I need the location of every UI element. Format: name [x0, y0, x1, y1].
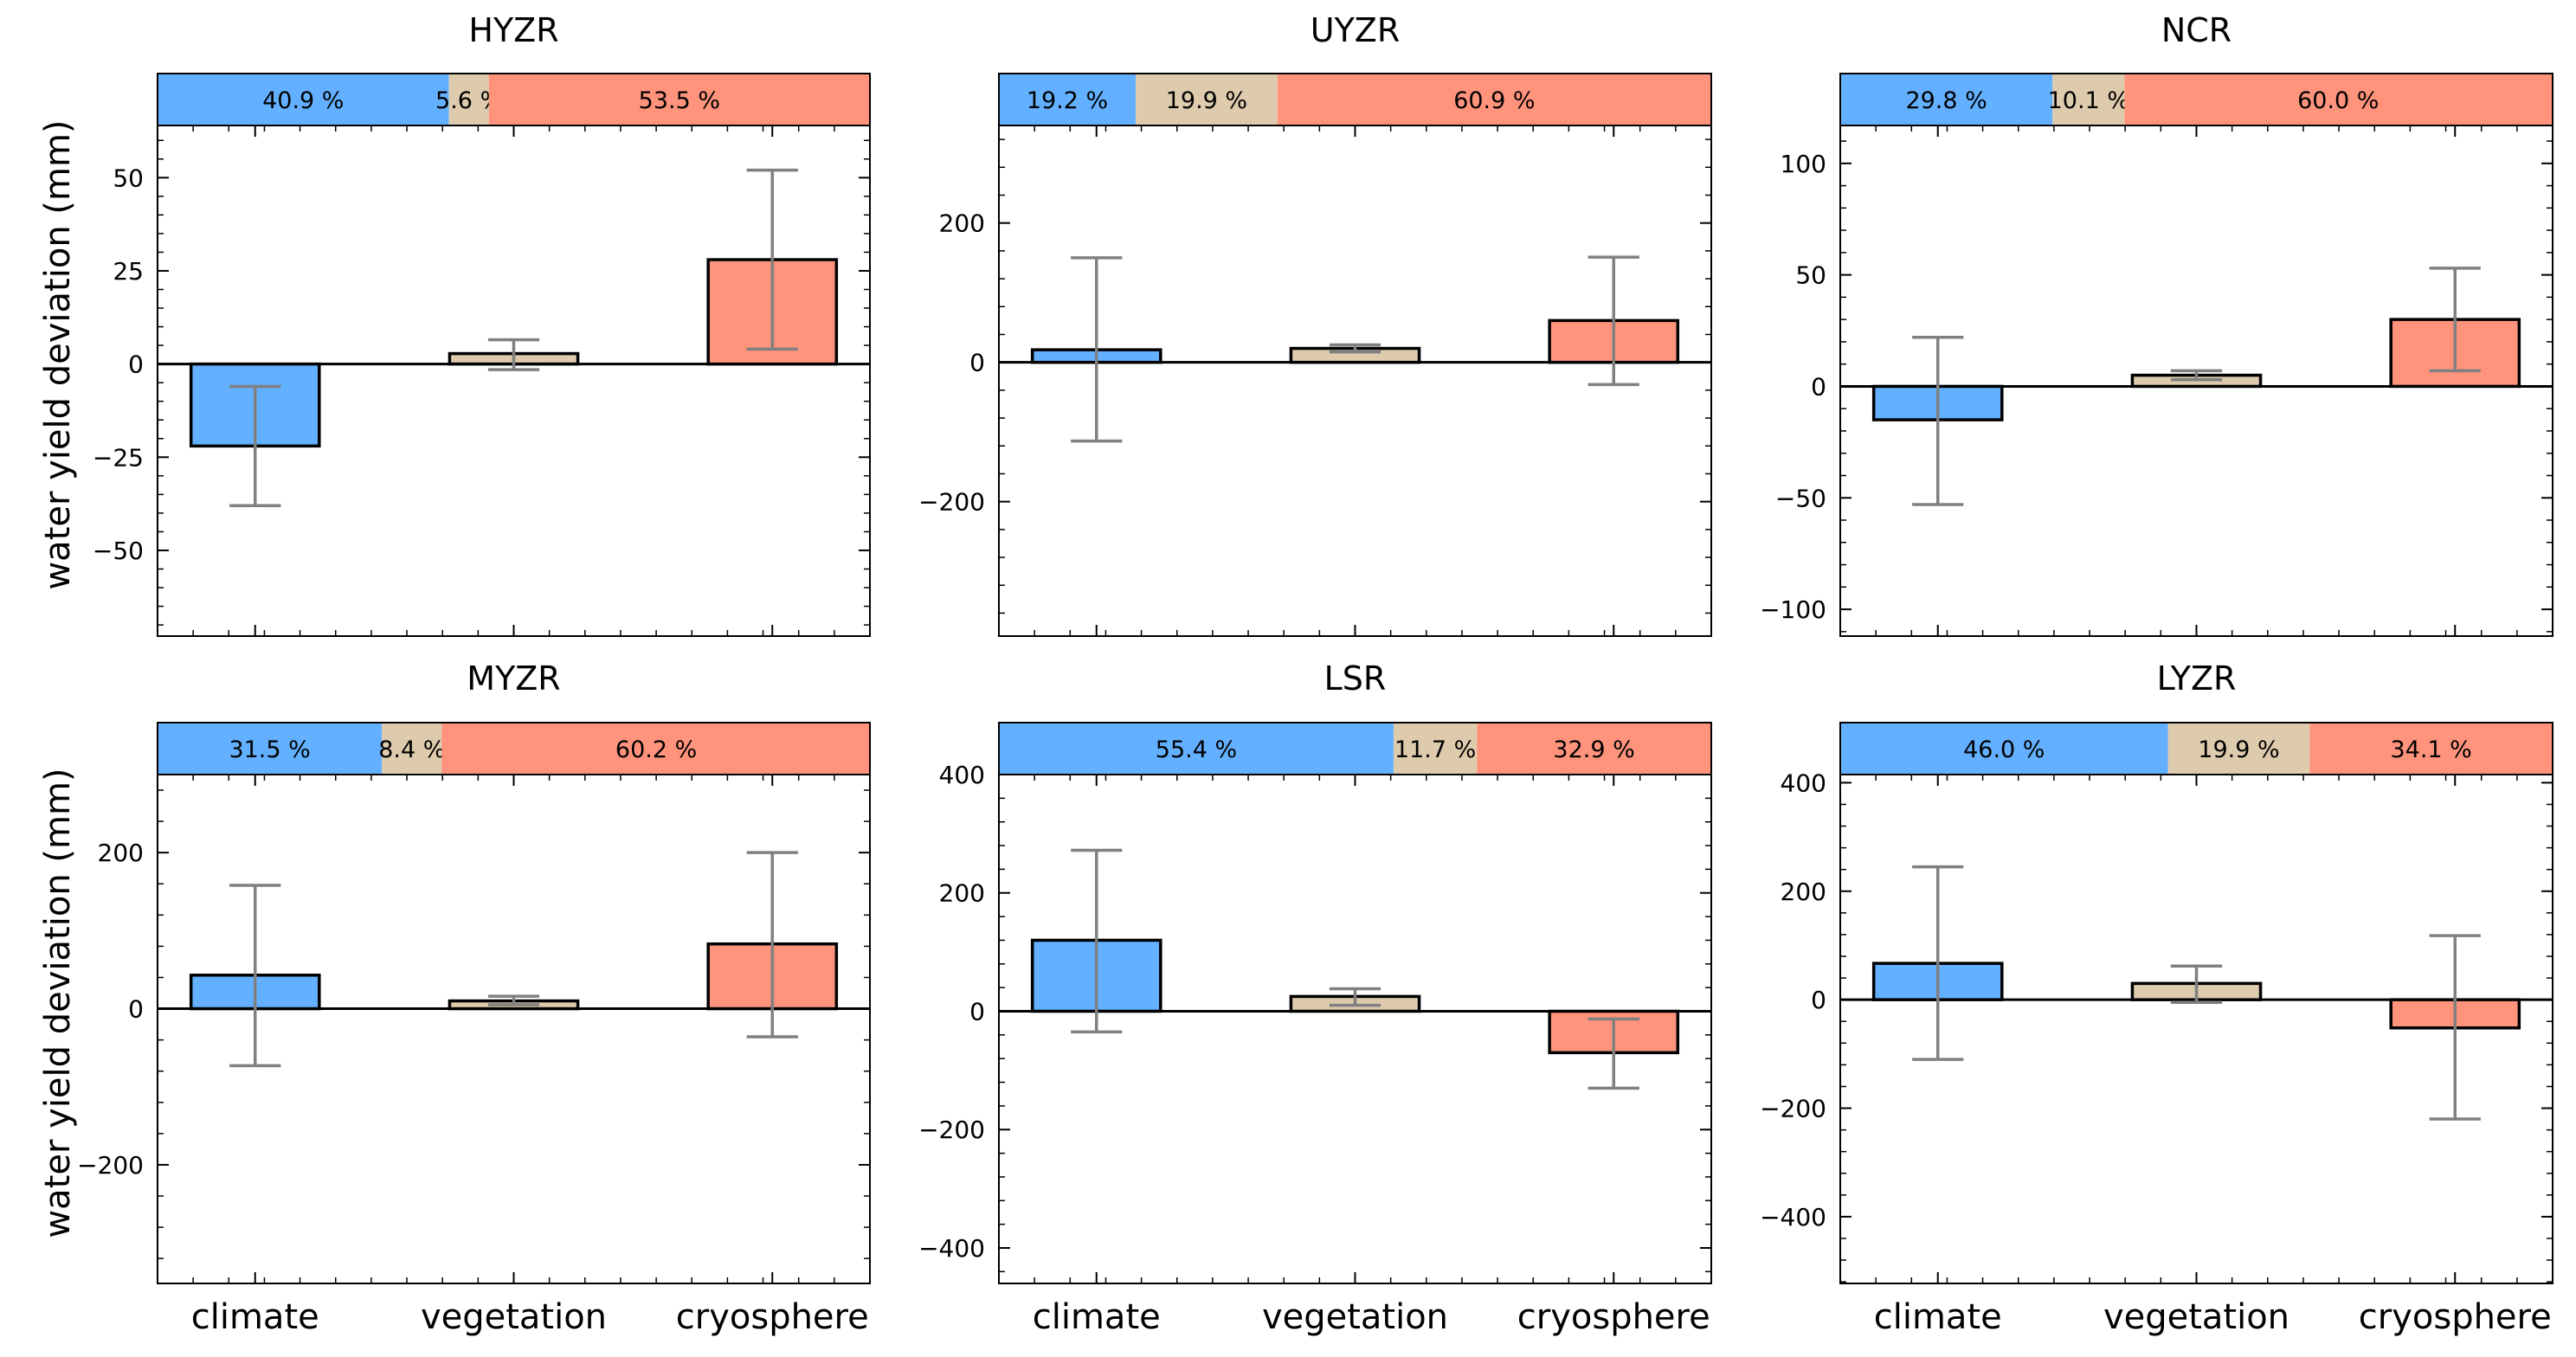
y-axis-label: water yield deviation (mm) [38, 768, 78, 1238]
axes-frame [998, 774, 1712, 1284]
x-category-label-climate: climate [1033, 1297, 1161, 1337]
axes-frame [157, 774, 871, 1284]
x-category-label-vegetation: vegetation [2103, 1297, 2289, 1337]
y-tick-label: 25 [113, 257, 144, 286]
contribution-segment-climate [1840, 74, 2053, 125]
y-tick-label: 400 [939, 761, 985, 789]
contribution-segment-vegetation [1393, 723, 1478, 775]
y-tick-label: 200 [939, 879, 985, 908]
x-category-label-climate: climate [191, 1297, 319, 1337]
contribution-label-cryosphere: 32.9 % [1553, 736, 1634, 763]
contribution-label-vegetation: 11.7 % [1394, 736, 1476, 763]
y-tick-label: 0 [969, 349, 985, 377]
contribution-segment-cryosphere [2124, 74, 2553, 125]
contribution-segment-climate [158, 723, 383, 775]
contribution-segment-climate [158, 74, 449, 125]
y-tick-label: 100 [1781, 150, 1826, 178]
y-tick-label: −400 [1760, 1203, 1826, 1232]
panel-title: LYZR [2157, 659, 2237, 698]
y-tick-label: −200 [918, 1116, 985, 1144]
x-category-label-vegetation: vegetation [1262, 1297, 1448, 1337]
y-tick-label: −200 [1760, 1095, 1826, 1123]
contribution-segment-climate [1840, 723, 2168, 775]
contribution-segment-cryosphere [1477, 723, 1711, 775]
y-tick-label: 200 [939, 209, 985, 238]
contribution-segment-vegetation [448, 74, 489, 125]
y-tick-label: −400 [918, 1234, 985, 1263]
x-category-label-cryosphere: cryosphere [676, 1297, 869, 1337]
contribution-label-climate: 40.9 % [262, 87, 344, 114]
y-tick-label: −50 [1775, 484, 1826, 512]
contribution-label-climate: 31.5 % [229, 736, 310, 763]
panel-title: NCR [2161, 11, 2231, 49]
axes-frame [157, 125, 871, 637]
panel-title: UYZR [1311, 11, 1400, 49]
panel-lsr: LSR 55.4 % 11.7 % 32.9 % 400 200 0 −200 −400 clim… [918, 659, 1712, 1337]
panel-lyzr: LYZR 46.0 % 19.9 % 34.1 % 400 200 0 −200 −400 cli… [1760, 659, 2553, 1337]
contribution-label-climate: 55.4 % [1156, 736, 1237, 763]
y-tick-label: 200 [98, 839, 144, 867]
y-tick-label: −100 [1760, 595, 1826, 624]
axes-frame [998, 125, 1712, 637]
y-tick-label: 400 [1781, 769, 1826, 797]
y-tick-label: −200 [77, 1151, 144, 1180]
panel-title: HYZR [468, 11, 558, 49]
contribution-label-vegetation: 8.4 % [378, 736, 445, 763]
contribution-label-cryosphere: 60.2 % [615, 736, 697, 763]
contribution-segment-vegetation [2167, 723, 2310, 775]
contribution-segment-climate [999, 74, 1137, 125]
contribution-segment-vegetation [1136, 74, 1278, 125]
y-tick-label: 0 [1811, 372, 1826, 401]
y-tick-label: 50 [113, 164, 144, 192]
axes-frame [1839, 774, 2553, 1284]
panel-uyzr: UYZR 19.2 % 19.9 % 60.9 % 200 0 −200 [918, 11, 1712, 637]
contribution-label-cryosphere: 60.0 % [2297, 87, 2379, 114]
panel-ncr: NCR 29.8 % 10.1 % 60.0 % 100 50 0 −50 −100 [1760, 11, 2553, 637]
y-tick-label: 0 [128, 351, 144, 379]
panel-title: MYZR [467, 659, 560, 698]
x-category-label-vegetation: vegetation [421, 1297, 607, 1337]
contribution-segment-cryosphere [441, 723, 871, 775]
x-category-label-cryosphere: cryosphere [1517, 1297, 1710, 1337]
y-tick-label: 0 [128, 995, 144, 1024]
y-axis-label: water yield deviation (mm) [38, 119, 78, 589]
y-tick-label: 200 [1781, 878, 1826, 906]
contribution-segment-cryosphere [1277, 74, 1711, 125]
contribution-segment-vegetation [2052, 74, 2125, 125]
contribution-label-vegetation: 19.9 % [2198, 736, 2279, 763]
contribution-label-climate: 46.0 % [1963, 736, 2045, 763]
x-category-label-climate: climate [1874, 1297, 2002, 1337]
contribution-label-cryosphere: 60.9 % [1453, 87, 1535, 114]
y-tick-label: 0 [1811, 986, 1826, 1014]
y-tick-label: −25 [93, 443, 144, 472]
panel-title: LSR [1324, 659, 1387, 698]
contribution-label-climate: 19.2 % [1027, 87, 1108, 114]
contribution-label-vegetation: 10.1 % [2048, 87, 2129, 114]
x-category-label-cryosphere: cryosphere [2359, 1297, 2552, 1337]
contribution-segment-vegetation [382, 723, 442, 775]
contribution-label-climate: 29.8 % [1905, 87, 1987, 114]
y-tick-label: −200 [918, 488, 985, 517]
y-tick-label: 50 [1795, 261, 1826, 290]
axes-frame [1839, 125, 2553, 637]
contribution-label-cryosphere: 34.1 % [2390, 736, 2471, 763]
contribution-segment-cryosphere [488, 74, 870, 125]
y-tick-label: 0 [969, 997, 985, 1026]
contribution-label-cryosphere: 53.5 % [639, 87, 720, 114]
contribution-segment-climate [999, 723, 1394, 775]
panel-myzr: MYZR 31.5 % 8.4 % 60.2 % 200 0 −200 climate vege… [38, 659, 871, 1337]
contribution-label-vegetation: 19.9 % [1166, 87, 1247, 114]
contribution-segment-cryosphere [2309, 723, 2553, 775]
y-tick-label: −50 [93, 537, 144, 565]
